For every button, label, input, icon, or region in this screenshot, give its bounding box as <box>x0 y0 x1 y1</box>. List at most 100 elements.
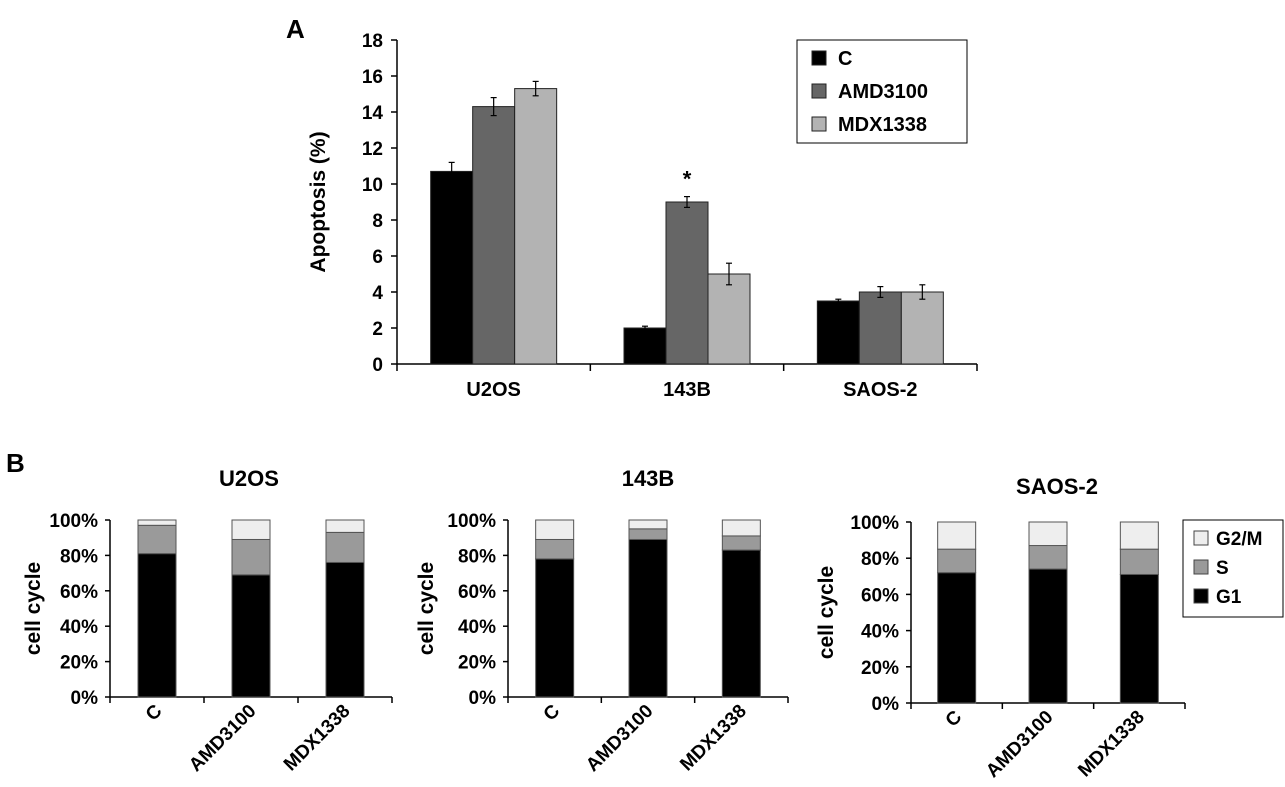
chart-title: SAOS-2 <box>1016 474 1098 499</box>
x-tick-label: AMD3100 <box>185 701 260 776</box>
y-tick-label: 40% <box>60 617 98 638</box>
segment-s-amd3100 <box>1028 545 1068 570</box>
y-tick-label: 10 <box>362 175 383 196</box>
bar-c-saos-2 <box>816 300 860 365</box>
bar-amd3100-u2os <box>472 106 516 365</box>
bar-amd3100-saos-2 <box>858 291 902 365</box>
y-tick-label: 60% <box>861 585 899 606</box>
segment-s-mdx1338 <box>721 535 761 551</box>
segment-s-c <box>535 538 575 560</box>
legend-label-g2-m: G2/M <box>1216 529 1262 550</box>
legend-swatch-s <box>1193 559 1209 575</box>
legend-swatch-c <box>811 50 827 66</box>
y-tick-label: 0 <box>372 355 383 376</box>
legend-swatch-mdx1338 <box>811 116 827 132</box>
legend-label-mdx1338: MDX1338 <box>838 114 927 136</box>
y-tick-label: 100% <box>447 511 496 532</box>
cell-cycle-chart-saos2: SAOS-2 0% 20% 40% 60% 80% 100% cell cycle C AMD31… <box>815 474 1284 782</box>
segment-s-amd3100 <box>628 528 668 540</box>
x-tick-label: 143B <box>663 379 711 401</box>
segment-s-mdx1338 <box>1119 548 1159 575</box>
apoptosis-chart: 0 2 4 6 8 10 12 14 16 18 Apoptosis (%) U2OS 143B SAOS… <box>307 31 978 401</box>
panel-b-label: B <box>6 448 25 478</box>
segment-g1-mdx1338 <box>1119 573 1159 704</box>
segment-g2-m-c <box>137 519 177 526</box>
segment-g2-m-c <box>535 519 575 540</box>
y-tick-label: 80% <box>458 546 496 567</box>
chart-title: 143B <box>622 466 675 491</box>
legend-label-c: C <box>838 48 852 70</box>
y-tick-label: 0% <box>872 694 900 715</box>
segment-s-c <box>937 548 977 574</box>
y-tick-label: 20% <box>458 653 496 674</box>
y-axis-label: cell cycle <box>415 562 438 655</box>
segment-g1-amd3100 <box>231 574 271 698</box>
segment-g2-m-amd3100 <box>1028 521 1068 547</box>
segment-g2-m-mdx1338 <box>325 519 365 533</box>
y-tick-label: 100% <box>49 511 98 532</box>
y-tick-label: 60% <box>458 582 496 603</box>
x-tick-label: AMD3100 <box>982 707 1057 782</box>
y-tick-label: 0% <box>469 688 497 709</box>
segment-g2-m-c <box>937 521 977 550</box>
y-tick-label: 14 <box>362 103 384 124</box>
y-tick-label: 2 <box>372 319 383 340</box>
x-tick-label: C <box>942 706 967 731</box>
segment-g1-c <box>937 572 977 704</box>
segment-g1-amd3100 <box>1028 568 1068 704</box>
cell-cycle-chart-143b: 143B 0% 20% 40% 60% 80% 100% cell cycle C AMD3100… <box>415 466 789 776</box>
y-tick-label: 80% <box>861 549 899 570</box>
legend-label-s: S <box>1216 558 1229 579</box>
y-axis-label: cell cycle <box>22 562 45 655</box>
segment-s-mdx1338 <box>325 531 365 563</box>
segment-g1-mdx1338 <box>325 561 365 698</box>
significance-marker: * <box>683 167 692 192</box>
y-axis-label: Apoptosis (%) <box>307 131 330 272</box>
y-tick-label: 40% <box>458 617 496 638</box>
cell-cycle-chart-u2os: U2OS 0% 20% 40% 60% 80% 100% cell cycle C AMD3100… <box>22 466 393 776</box>
segment-g1-mdx1338 <box>721 549 761 698</box>
y-tick-label: 20% <box>60 653 98 674</box>
chart-title: U2OS <box>219 466 279 491</box>
legend-label-g1: G1 <box>1216 587 1242 608</box>
y-tick-label: 6 <box>372 247 383 268</box>
x-tick-label: AMD3100 <box>582 701 657 776</box>
y-tick-label: 40% <box>861 622 899 643</box>
bar-mdx1338-saos-2 <box>900 291 944 365</box>
segment-g2-m-mdx1338 <box>721 519 761 537</box>
bar-mdx1338-143b <box>707 273 751 365</box>
y-tick-label: 16 <box>362 67 383 88</box>
y-tick-label: 8 <box>372 211 383 232</box>
y-tick-label: 18 <box>362 31 383 52</box>
x-tick-label: C <box>142 700 167 725</box>
x-tick-label: MDX1338 <box>676 701 751 776</box>
segment-g1-amd3100 <box>628 538 668 698</box>
segment-s-c <box>137 524 177 555</box>
segment-g2-m-amd3100 <box>231 519 271 540</box>
legend-swatch-g2-m <box>1193 530 1209 546</box>
x-tick-label: U2OS <box>466 379 520 401</box>
legend-swatch-amd3100 <box>811 83 827 99</box>
panel-a-label: A <box>286 14 305 44</box>
y-tick-label: 60% <box>60 582 98 603</box>
bar-c-u2os <box>430 170 474 365</box>
y-tick-label: 20% <box>861 658 899 679</box>
x-tick-label: MDX1338 <box>280 701 355 776</box>
legend-label-amd3100: AMD3100 <box>838 81 928 103</box>
bar-c-143b <box>623 327 667 365</box>
x-tick-label: C <box>540 700 565 725</box>
legend-swatch-g1 <box>1193 588 1209 604</box>
segment-g1-c <box>137 553 177 698</box>
x-tick-label: SAOS-2 <box>843 379 917 401</box>
segment-s-amd3100 <box>231 538 271 576</box>
segment-g1-c <box>535 558 575 698</box>
y-tick-label: 4 <box>372 283 383 304</box>
segment-g2-m-mdx1338 <box>1119 521 1159 550</box>
y-tick-label: 0% <box>71 688 99 709</box>
y-tick-label: 12 <box>362 139 383 160</box>
y-tick-label: 80% <box>60 546 98 567</box>
y-tick-label: 100% <box>850 513 899 534</box>
x-tick-label: MDX1338 <box>1074 707 1149 782</box>
y-axis-label: cell cycle <box>815 566 838 659</box>
